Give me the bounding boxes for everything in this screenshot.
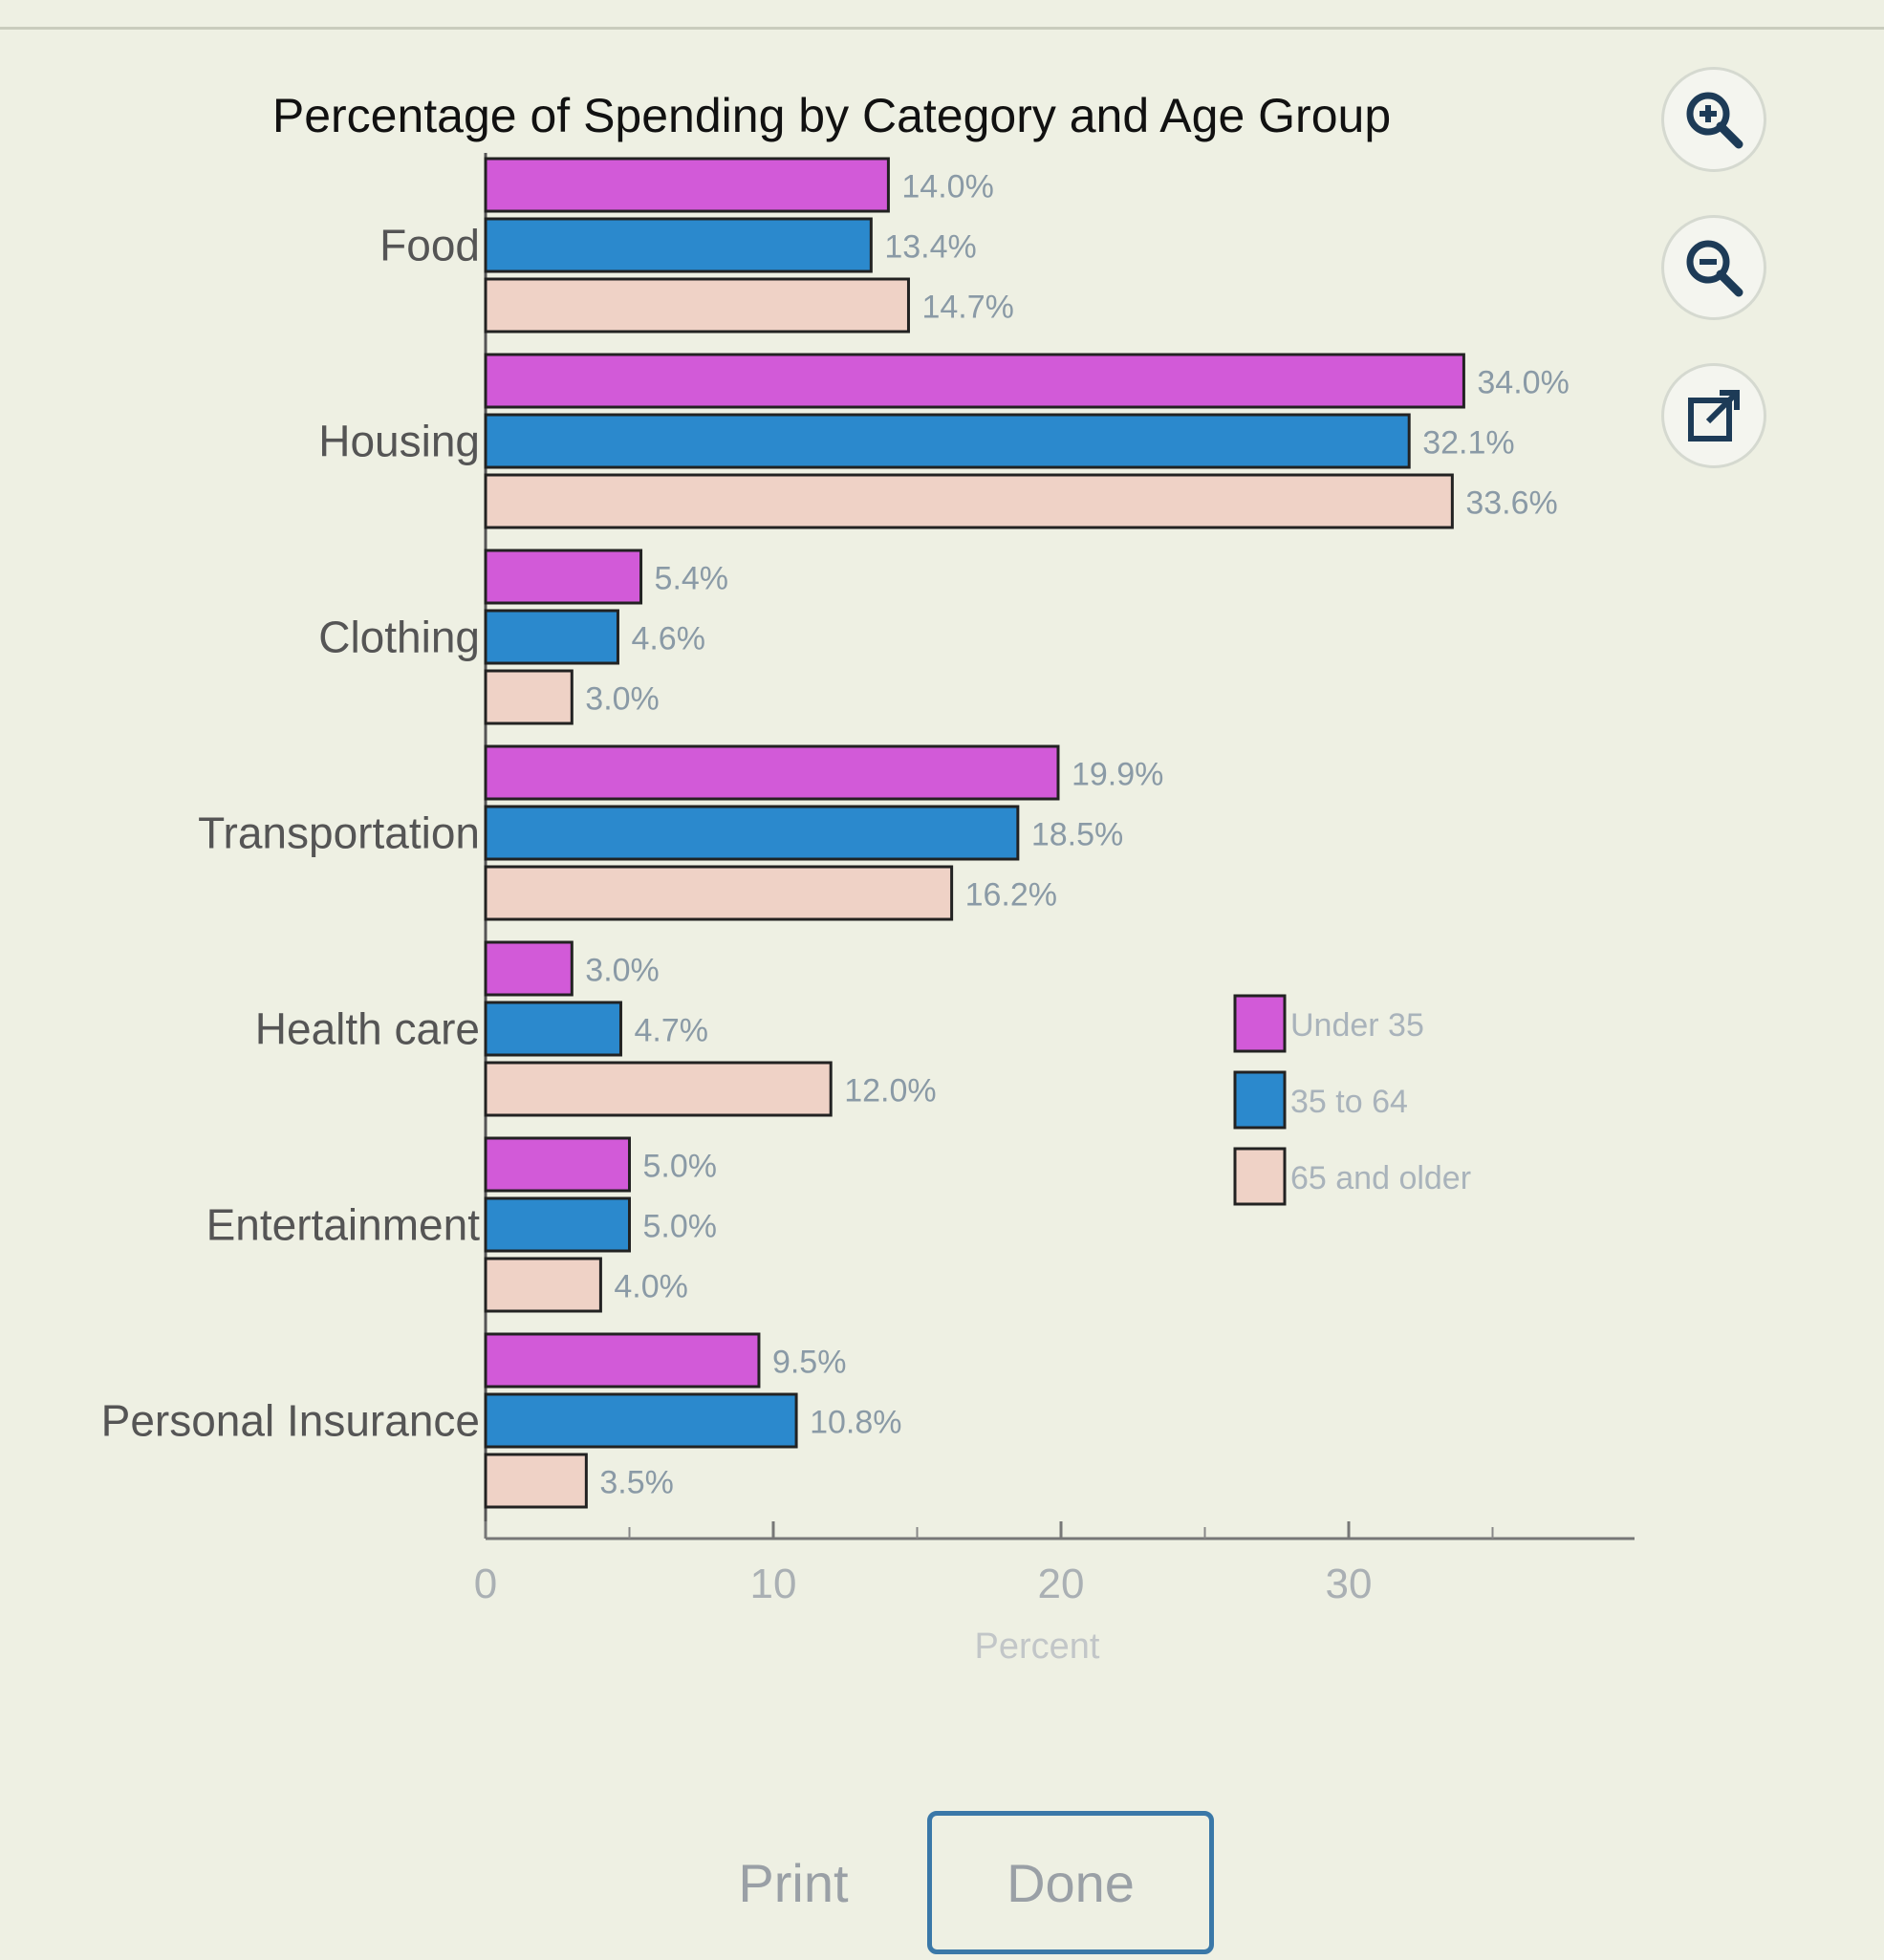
data-label: 34.0% — [1477, 365, 1569, 401]
category-label: Housing — [318, 417, 480, 466]
data-label: 33.6% — [1465, 485, 1557, 522]
data-label: 5.0% — [643, 1209, 718, 1245]
done-button[interactable]: Done — [927, 1811, 1214, 1954]
category-label: Food — [379, 221, 480, 270]
data-label: 4.7% — [634, 1013, 708, 1049]
popout-icon — [1688, 390, 1740, 442]
legend-swatch — [1233, 1070, 1287, 1130]
bar — [484, 940, 574, 997]
data-label: 5.4% — [655, 561, 729, 597]
bar — [484, 865, 954, 921]
zoom-out-button[interactable] — [1661, 215, 1766, 320]
bar — [484, 1392, 798, 1449]
category-label: Personal Insurance — [101, 1396, 480, 1446]
bar — [484, 413, 1411, 469]
bar — [484, 1061, 833, 1117]
zoom-in-button[interactable] — [1661, 67, 1766, 172]
category-label: Transportation — [198, 808, 480, 858]
data-label: 13.4% — [884, 229, 976, 266]
bar — [484, 1332, 761, 1389]
x-tick-label: 0 — [474, 1561, 497, 1607]
category-label: Health care — [255, 1004, 480, 1054]
data-label: 10.8% — [810, 1405, 901, 1441]
zoom-out-icon — [1686, 240, 1743, 297]
bar — [484, 353, 1465, 409]
bar — [484, 217, 873, 273]
x-tick-label: 20 — [1038, 1561, 1085, 1607]
data-label: 14.7% — [921, 290, 1013, 326]
data-label: 19.9% — [1072, 757, 1163, 793]
bar — [484, 805, 1020, 861]
bar — [484, 473, 1454, 529]
data-label: 12.0% — [844, 1073, 936, 1109]
data-label: 4.0% — [614, 1269, 688, 1305]
bar — [484, 744, 1060, 801]
bar — [484, 277, 910, 334]
bar — [484, 1257, 602, 1313]
bar — [484, 1001, 622, 1057]
data-label: 3.0% — [585, 681, 660, 718]
category-label: Clothing — [318, 613, 480, 662]
legend-swatch — [1233, 1147, 1287, 1206]
bar — [484, 669, 574, 725]
zoom-in-icon — [1686, 92, 1743, 149]
legend-label: Under 35 — [1290, 1007, 1424, 1044]
print-button[interactable]: Print — [688, 1811, 899, 1954]
x-tick-label: 10 — [750, 1561, 797, 1607]
x-axis-label: Percent — [975, 1626, 1100, 1667]
dialog-top-border — [0, 27, 1884, 30]
data-label: 4.6% — [631, 621, 705, 657]
data-label: 9.5% — [772, 1345, 847, 1381]
bar — [484, 1453, 588, 1509]
bar — [484, 549, 643, 605]
data-label: 5.0% — [643, 1149, 718, 1185]
bar — [484, 1196, 631, 1253]
legend-swatch — [1233, 994, 1287, 1053]
bar — [484, 609, 619, 665]
data-label: 32.1% — [1422, 425, 1514, 462]
x-tick-label: 30 — [1326, 1561, 1373, 1607]
bar — [484, 157, 890, 213]
data-label: 3.0% — [585, 953, 660, 989]
popout-button[interactable] — [1661, 363, 1766, 468]
category-label: Entertainment — [206, 1200, 481, 1250]
data-label: 3.5% — [599, 1465, 674, 1501]
chart-title: Percentage of Spending by Category and A… — [272, 89, 1391, 142]
bar — [484, 1136, 631, 1193]
legend-label: 35 to 64 — [1290, 1084, 1408, 1120]
data-label: 16.2% — [965, 877, 1057, 914]
legend-label: 65 and older — [1290, 1160, 1471, 1196]
data-label: 14.0% — [901, 169, 993, 205]
data-label: 18.5% — [1031, 817, 1123, 853]
